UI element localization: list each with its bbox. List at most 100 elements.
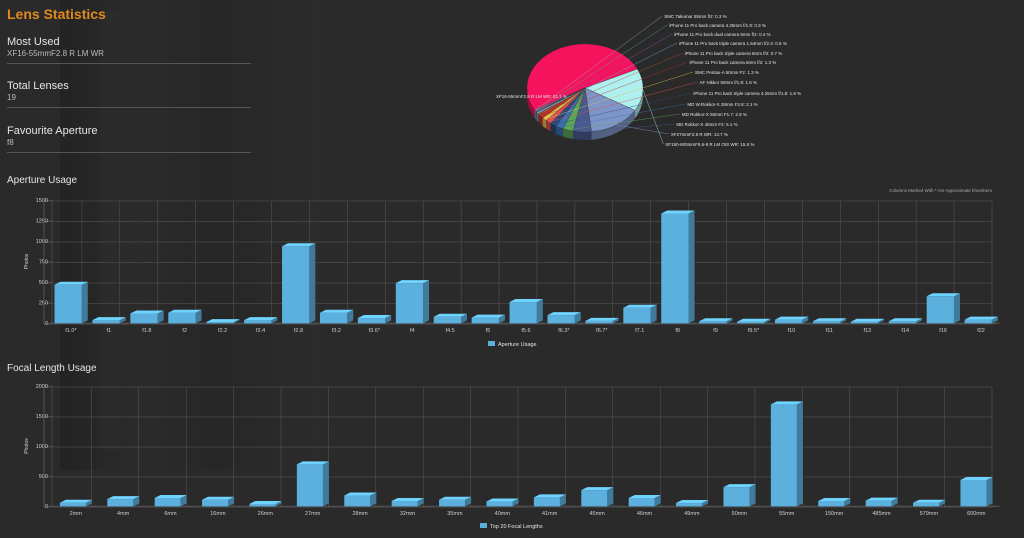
bar-top xyxy=(812,318,847,322)
gridline xyxy=(43,505,53,508)
legend-swatch xyxy=(480,523,487,528)
pie-leader xyxy=(642,89,664,145)
bar-front xyxy=(774,319,803,324)
bar-side xyxy=(309,243,316,324)
pie-label: MD Rokkor-X 45mm F2: 5.1 % xyxy=(676,122,737,127)
pie-slice-side xyxy=(550,123,556,135)
bar xyxy=(865,497,898,507)
bar-side xyxy=(195,309,202,324)
bar-top xyxy=(471,314,505,318)
bar-side xyxy=(180,494,187,507)
bar-top xyxy=(439,496,472,500)
gridline xyxy=(43,445,53,448)
pie-leader xyxy=(544,71,694,120)
bar-front xyxy=(319,312,348,324)
bar xyxy=(723,484,756,507)
bar-side xyxy=(322,461,329,507)
x-tick-label: f2 xyxy=(182,328,187,334)
bar-top xyxy=(818,497,851,501)
bar xyxy=(244,317,278,324)
gridline xyxy=(991,505,1001,508)
x-tick-label: 45mm xyxy=(589,511,605,517)
stat-value: XF16-55mmF2.8 R LM WR xyxy=(7,49,104,58)
bar-front xyxy=(130,313,158,324)
gridline xyxy=(138,505,147,508)
bar-front xyxy=(244,320,272,324)
pie-leader xyxy=(540,61,688,117)
bar-side xyxy=(612,317,619,324)
x-tick-label: f5.6 xyxy=(521,328,530,334)
x-tick-label: f1.0* xyxy=(65,328,77,334)
x-tick-label: f2.8 xyxy=(294,328,303,334)
gridline xyxy=(707,505,716,508)
gridline xyxy=(233,505,242,508)
gridline xyxy=(565,505,574,508)
bar xyxy=(509,299,543,324)
bar-side xyxy=(512,498,519,507)
bar-top xyxy=(623,304,657,308)
gridline xyxy=(499,322,508,325)
bar-front xyxy=(168,312,196,324)
y-tick-label: 0 xyxy=(45,504,48,510)
x-tick-label: 46mm xyxy=(637,511,653,517)
gridline xyxy=(157,322,166,325)
bar-front xyxy=(623,307,651,324)
gridline xyxy=(612,505,621,508)
pie-slice xyxy=(584,87,636,132)
bar-side xyxy=(157,310,164,324)
gridline xyxy=(574,322,583,325)
bar-side xyxy=(559,494,566,507)
bar xyxy=(107,496,140,507)
bar-top xyxy=(249,500,282,504)
bar-top xyxy=(107,496,140,500)
x-tick-label: f10 xyxy=(788,328,796,334)
x-tick-label: 32mm xyxy=(400,511,416,517)
bar-side xyxy=(878,318,885,324)
approximate-note: Columns Marked With * Are Approximate f/… xyxy=(889,188,992,193)
bar-top xyxy=(244,317,278,321)
bar-top xyxy=(486,498,519,502)
gridline xyxy=(43,385,53,388)
bar-front xyxy=(202,499,229,507)
pie-leader xyxy=(548,81,698,123)
bar-side xyxy=(536,299,543,324)
pie-slice-side xyxy=(535,111,537,121)
bar-front xyxy=(585,320,613,324)
aperture-bar-chart: 0 250 500 750 1000 1250 1500 Photos f1.0* f1 f1.8 f… xyxy=(24,198,1001,348)
bar-top xyxy=(59,499,92,503)
x-tick-label: f4.5 xyxy=(446,328,455,334)
pie-label: MD Rokkor-X 50mm F1.7: 2.9 % xyxy=(682,112,747,117)
x-tick-label: 16mm xyxy=(210,511,226,517)
gridline xyxy=(991,322,1001,325)
bar-top xyxy=(344,492,377,496)
gridline xyxy=(423,505,432,508)
bar-side xyxy=(423,280,430,324)
x-tick-label: f6.7* xyxy=(596,328,608,334)
bar-front xyxy=(249,503,276,507)
lens-pie-chart: XF16-55mmF2.8 R LM WR: 51.1 % XF150-600mm… xyxy=(496,14,801,147)
bar-top xyxy=(391,497,424,501)
bar-front xyxy=(357,318,386,324)
gridline xyxy=(186,505,195,508)
y-axis-label: Photos xyxy=(24,438,30,454)
gridline xyxy=(43,240,53,243)
bar-top xyxy=(533,494,566,498)
stat-label: Favourite Aperture xyxy=(7,125,98,137)
bar-side xyxy=(574,312,581,324)
bar-front xyxy=(395,283,424,324)
bar-top xyxy=(770,401,803,405)
gridline xyxy=(517,505,527,508)
x-tick-label: f1 xyxy=(107,328,112,334)
bar xyxy=(581,487,614,507)
pie-leader xyxy=(553,92,692,125)
x-tick-label: 579mm xyxy=(920,511,939,517)
pie-leader xyxy=(536,33,673,113)
bar-side xyxy=(347,309,354,324)
y-tick-label: 750 xyxy=(39,260,48,266)
x-tick-label: 40mm xyxy=(495,511,511,517)
bar-side xyxy=(702,500,709,507)
pie-slice-side xyxy=(591,110,635,140)
bar-side xyxy=(275,500,282,507)
x-tick-label: 49mm xyxy=(684,511,700,517)
bar xyxy=(926,293,960,324)
